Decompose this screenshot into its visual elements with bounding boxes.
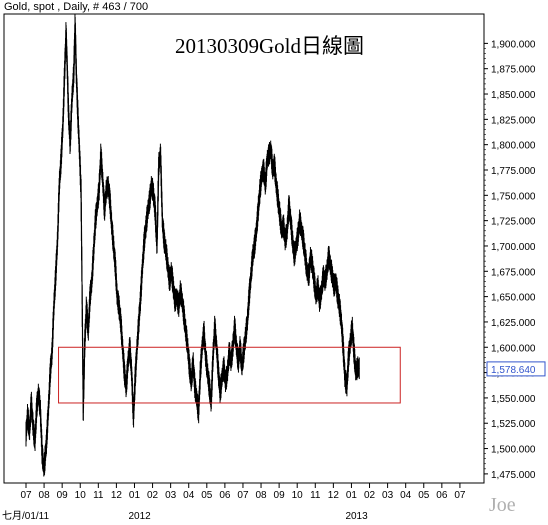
x-tick-label: 10 — [292, 490, 304, 501]
x-tick-label: 01 — [346, 490, 358, 501]
x-tick-label: 06 — [436, 490, 448, 501]
x-tick-label: 11 — [93, 490, 104, 501]
x-tick-label: 09 — [57, 490, 69, 501]
y-tick-label: 1,875.000 — [491, 65, 536, 76]
x-tick-label: 05 — [418, 490, 430, 501]
chart-header-info: Gold, spot , Daily, # 463 / 700 — [4, 1, 149, 13]
x-tick-label: 03 — [382, 490, 394, 501]
y-tick-label: 1,900.000 — [491, 39, 536, 50]
y-tick-label: 1,600.000 — [491, 343, 536, 354]
y-tick-label: 1,775.000 — [491, 166, 536, 177]
y-tick-label: 1,525.000 — [491, 419, 536, 430]
y-tick-label: 1,625.000 — [491, 318, 536, 329]
x-tick-label: 12 — [328, 490, 340, 501]
x-tick-label: 07 — [237, 490, 249, 501]
chart-title: 20130309Gold日線圖 — [175, 34, 364, 58]
price-line — [25, 23, 360, 469]
x-tick-label: 02 — [147, 490, 159, 501]
x-tick-label: 03 — [165, 490, 177, 501]
x-tick-label: 12 — [111, 490, 123, 501]
y-tick-label: 1,725.000 — [491, 217, 536, 228]
x-sub-label: 2012 — [128, 511, 151, 522]
highlight-box — [58, 346, 401, 404]
watermark: Joe — [489, 494, 516, 516]
x-tick-label: 07 — [454, 490, 466, 501]
plot-frame — [3, 13, 485, 484]
y-tick-label: 1,675.000 — [491, 267, 536, 278]
y-tick-label: 1,650.000 — [491, 293, 536, 304]
x-tick-label: 08 — [39, 490, 51, 501]
x-sub-label: 2013 — [345, 511, 368, 522]
y-tick-label: 1,850.000 — [491, 90, 536, 101]
x-sub-label: 七月/01/11 — [2, 510, 49, 522]
y-tick-label: 1,750.000 — [491, 191, 536, 202]
y-tick-label: 1,500.000 — [491, 445, 536, 456]
x-tick-label: 04 — [183, 490, 195, 501]
y-tick-label: 1,825.000 — [491, 115, 536, 126]
x-tick-label: 11 — [310, 490, 321, 501]
y-tick-label: 1,800.000 — [491, 141, 536, 152]
x-tick-label: 04 — [400, 490, 412, 501]
x-tick-label: 02 — [364, 490, 376, 501]
x-tick-label: 05 — [201, 490, 213, 501]
y-tick-label: 1,550.000 — [491, 394, 536, 405]
y-tick-label: 1,700.000 — [491, 242, 536, 253]
y-tick-label: 1,475.000 — [491, 470, 536, 481]
x-tick-label: 01 — [129, 490, 141, 501]
x-tick-label: 09 — [274, 490, 286, 501]
last-value-label: 1,578.640 — [491, 365, 536, 376]
last-value-box — [486, 361, 546, 377]
x-tick-label: 06 — [219, 490, 231, 501]
x-tick-label: 07 — [20, 490, 32, 501]
x-tick-label: 10 — [75, 490, 87, 501]
x-tick-label: 08 — [255, 490, 267, 501]
